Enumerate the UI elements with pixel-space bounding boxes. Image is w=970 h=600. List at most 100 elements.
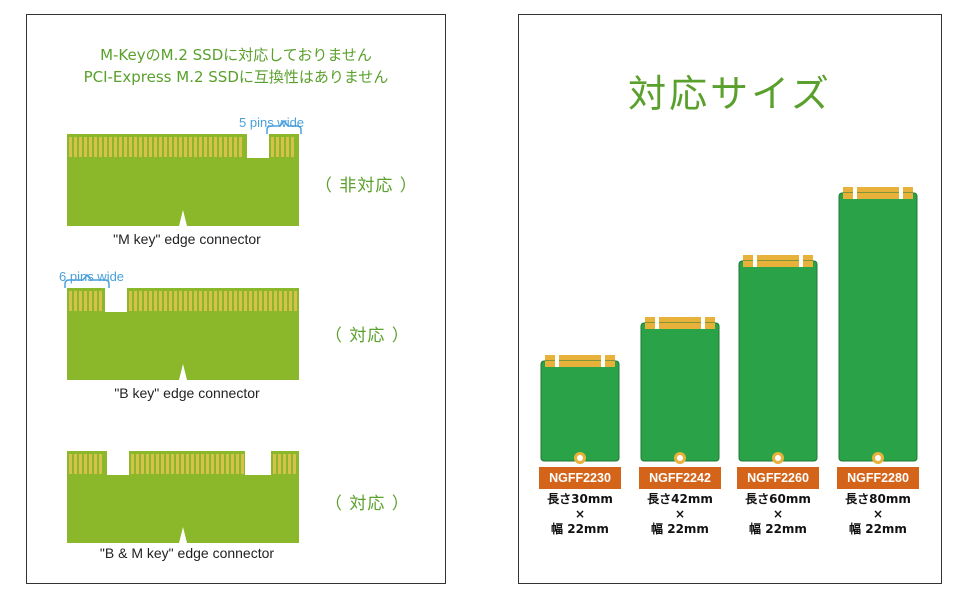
gold-pin — [149, 137, 152, 157]
gold-pin — [239, 291, 242, 311]
gold-pin — [269, 291, 272, 311]
bm-key-connector-diagram — [67, 451, 299, 543]
gold-pin — [209, 291, 212, 311]
gold-pin — [221, 454, 224, 474]
gold-pin — [171, 454, 174, 474]
gold-pin — [254, 291, 257, 311]
length-spec: 長さ30mm — [547, 492, 613, 506]
gold-pin — [294, 291, 297, 311]
gold-pin — [204, 291, 207, 311]
gold-pin — [201, 454, 204, 474]
key-notch — [601, 355, 605, 367]
gold-pin — [79, 454, 82, 474]
gold-pin — [226, 454, 229, 474]
gold-pin — [196, 454, 199, 474]
screw-hole-center — [577, 455, 583, 461]
times-sign: × — [574, 507, 586, 521]
length-spec: 長さ80mm — [845, 492, 911, 506]
m-key-connector-diagram — [67, 119, 302, 226]
gold-pin — [141, 454, 144, 474]
gold-pin — [159, 291, 162, 311]
key-notch — [555, 355, 559, 367]
bm-key-caption: "B & M key" edge connector — [99, 545, 275, 561]
gold-pin — [154, 137, 157, 157]
size-spec-2280: NGFF2280 長さ80mm × 幅 22mm — [837, 467, 919, 537]
notice-line-2: PCI-Express M.2 SSDに互換性はありません — [83, 68, 389, 86]
key-notch — [753, 255, 757, 267]
gold-pin — [94, 137, 97, 157]
gold-pin — [273, 454, 276, 474]
gold-pin — [146, 454, 149, 474]
card-2230-illustration — [540, 355, 620, 464]
gold-pin — [199, 137, 202, 157]
times-sign: × — [674, 507, 686, 521]
gold-pin — [289, 291, 292, 311]
model-badge: NGFF2280 — [837, 467, 919, 489]
card-2280-illustration — [838, 187, 918, 464]
gold-pin — [249, 291, 252, 311]
gold-pin — [74, 291, 77, 311]
gold-pin — [89, 291, 92, 311]
b-key-caption: "B key" edge connector — [114, 385, 260, 401]
gold-pin — [99, 454, 102, 474]
gold-pin — [286, 137, 289, 157]
gold-pin — [109, 137, 112, 157]
gold-pin — [129, 137, 132, 157]
width-spec: 幅 22mm — [849, 522, 907, 536]
gold-pin — [191, 454, 194, 474]
card-2242-illustration — [640, 317, 720, 464]
gold-pin — [214, 137, 217, 157]
gold-pin — [84, 454, 87, 474]
m-key-support-status: （ 非対応 ） — [315, 176, 418, 196]
key-notch — [655, 317, 659, 329]
key-notch — [853, 187, 857, 199]
gold-pin — [144, 291, 147, 311]
gold-pin — [79, 291, 82, 311]
gold-pin — [276, 137, 279, 157]
gold-pin — [139, 291, 142, 311]
gold-pin — [166, 454, 169, 474]
gold-pin — [164, 137, 167, 157]
gold-pin — [89, 137, 92, 157]
card-pins — [645, 323, 715, 329]
gold-pin — [231, 454, 234, 474]
gold-pin — [194, 137, 197, 157]
gold-pin — [239, 137, 242, 157]
gold-pin — [283, 454, 286, 474]
gold-pin — [156, 454, 159, 474]
key-notch — [701, 317, 705, 329]
gold-pin — [74, 137, 77, 157]
gold-pin — [288, 454, 291, 474]
gold-pin — [89, 454, 92, 474]
gold-pin — [184, 291, 187, 311]
gold-pin — [216, 454, 219, 474]
gold-pin — [99, 137, 102, 157]
gold-pin — [281, 137, 284, 157]
gold-pin — [186, 454, 189, 474]
length-spec: 長さ60mm — [745, 492, 811, 506]
key-type-panel: M-KeyのM.2 SSDに対応しておりません PCI-Express M.2 … — [26, 14, 446, 584]
model-badge: NGFF2260 — [737, 467, 819, 489]
card-2260-illustration — [738, 255, 818, 464]
gold-pin — [284, 291, 287, 311]
card-connector-rail — [843, 187, 913, 196]
gold-pin — [199, 291, 202, 311]
gold-pin — [119, 137, 122, 157]
gold-pin — [264, 291, 267, 311]
gold-pin — [94, 454, 97, 474]
gold-pin — [259, 291, 262, 311]
size-spec-2260: NGFF2260 長さ60mm × 幅 22mm — [737, 467, 819, 537]
gold-pin — [179, 291, 182, 311]
gold-pin — [206, 454, 209, 474]
gold-pin — [134, 291, 137, 311]
gold-pin — [159, 137, 162, 157]
width-spec: 幅 22mm — [651, 522, 709, 536]
board-notch — [179, 527, 187, 543]
card-pins — [843, 193, 913, 199]
gold-pin — [241, 454, 244, 474]
m-key-caption: "M key" edge connector — [113, 231, 261, 247]
gold-pin — [174, 137, 177, 157]
key-notch — [799, 255, 803, 267]
screw-hole-center — [677, 455, 683, 461]
gold-pin — [124, 137, 127, 157]
